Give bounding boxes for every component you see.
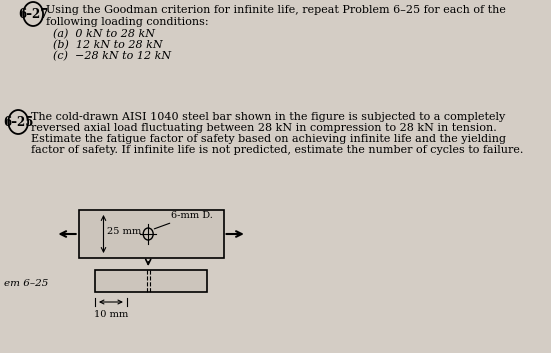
Text: The cold-drawn AISI 1040 steel bar shown in the figure is subjected to a complet: The cold-drawn AISI 1040 steel bar shown…: [31, 112, 506, 122]
Text: em 6–25: em 6–25: [4, 280, 48, 288]
Bar: [95, 270, 207, 292]
Text: 6–27: 6–27: [18, 7, 48, 20]
Text: (a)  0 kN to 28 kN: (a) 0 kN to 28 kN: [53, 29, 155, 39]
Text: (b)  12 kN to 28 kN: (b) 12 kN to 28 kN: [53, 40, 163, 50]
Text: 10 mm: 10 mm: [94, 310, 128, 319]
Text: following loading conditions:: following loading conditions:: [46, 17, 209, 27]
Text: reversed axial load fluctuating between 28 kN in compression to 28 kN in tension: reversed axial load fluctuating between …: [31, 123, 497, 133]
Text: 6-mm D.: 6-mm D.: [154, 210, 213, 229]
Bar: [79, 210, 224, 258]
Text: factor of safety. If infinite life is not predicted, estimate the number of cycl: factor of safety. If infinite life is no…: [31, 145, 524, 155]
Text: (c)  −28 kN to 12 kN: (c) −28 kN to 12 kN: [53, 51, 171, 61]
Text: Using the Goodman criterion for infinite life, repeat Problem 6–25 for each of t: Using the Goodman criterion for infinite…: [46, 5, 506, 15]
Text: 25 mm: 25 mm: [107, 227, 141, 237]
Text: Estimate the fatigue factor of safety based on achieving infinite life and the y: Estimate the fatigue factor of safety ba…: [31, 134, 506, 144]
Text: 6–25: 6–25: [3, 115, 34, 128]
